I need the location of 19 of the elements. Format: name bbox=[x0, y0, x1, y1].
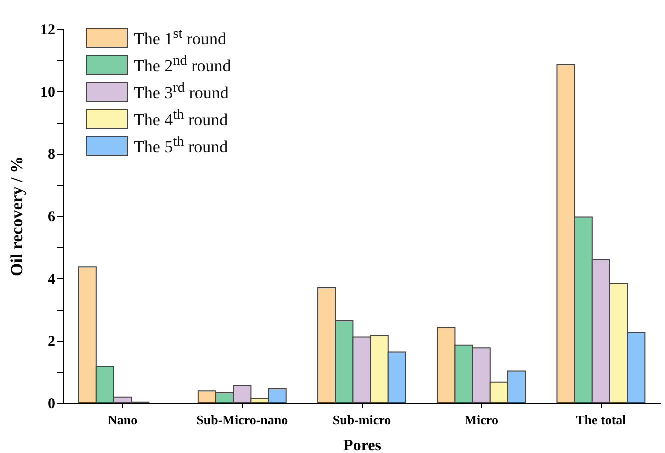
y-tick-label: 4 bbox=[48, 272, 56, 288]
y-tick-label: 8 bbox=[48, 147, 56, 164]
x-tick-label: Sub-micro bbox=[332, 412, 392, 428]
legend-label: The 5$^{th}$ round bbox=[134, 134, 228, 158]
x-tick-label: Nano bbox=[108, 412, 138, 428]
x-tick-label: Micro bbox=[464, 412, 498, 428]
y-tick-label: 0 bbox=[48, 396, 56, 412]
y-tick-label: 2 bbox=[48, 334, 56, 350]
legend-label: The 1$^{st}$ round bbox=[134, 26, 227, 50]
x-tick-label: Sub-Micro-nano bbox=[196, 412, 288, 428]
y-tick-label: 6 bbox=[48, 210, 56, 226]
legend-label: The 3$^{rd}$ round bbox=[134, 80, 229, 104]
legend-label: The 4$^{th}$ round bbox=[134, 106, 228, 130]
y-tick-label: 12 bbox=[40, 22, 56, 38]
y-tick-label: 10 bbox=[40, 84, 56, 101]
x-axis-title: Pores bbox=[344, 438, 382, 453]
x-tick-label: The total bbox=[576, 412, 627, 428]
y-axis-title: Oil recovery / % bbox=[8, 156, 26, 277]
legend-label: The 2$^{nd}$ round bbox=[134, 52, 232, 76]
